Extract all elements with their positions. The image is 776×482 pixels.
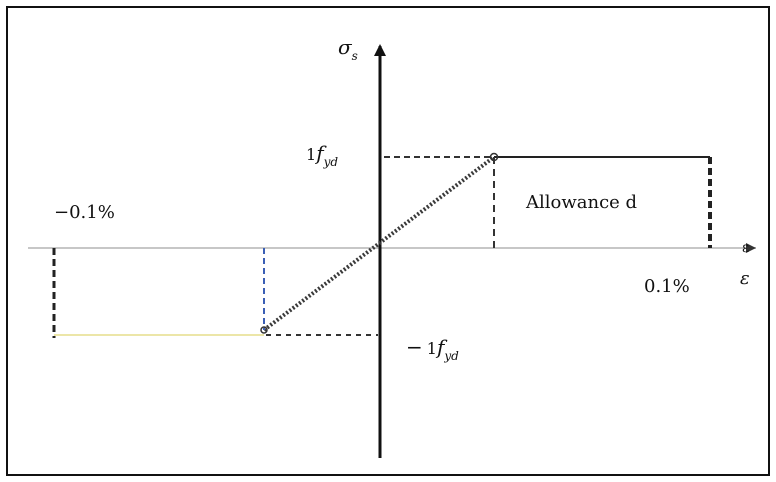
negative-strain-label: −0.1% bbox=[54, 202, 115, 223]
y-axis-arrowhead bbox=[374, 44, 386, 56]
positive-yield-stress-label: 1fyd bbox=[306, 141, 338, 169]
x-axis-label: ε bbox=[740, 268, 750, 289]
x-axis-arrowhead bbox=[746, 243, 756, 253]
stress-strain-diagram: σs ε ε 1fyd −1fyd bbox=[28, 35, 756, 458]
positive-yield-point bbox=[489, 152, 499, 162]
negative-yield-stress-label: −1fyd bbox=[406, 335, 459, 363]
diagram-frame: σs ε ε 1fyd −1fyd bbox=[6, 6, 770, 476]
negative-yield-point bbox=[260, 326, 268, 334]
x-axis-label-end: ε bbox=[742, 240, 749, 256]
positive-strain-label: 0.1% bbox=[644, 276, 690, 297]
y-axis-label: σs bbox=[338, 35, 358, 63]
allowance-label: Allowance d bbox=[525, 192, 637, 213]
